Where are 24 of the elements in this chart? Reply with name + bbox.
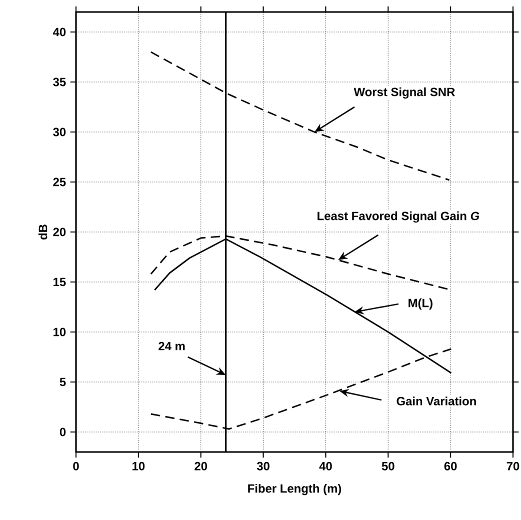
y-tick-label: 40 [52,28,66,36]
x-tick-label: 50 [382,462,394,470]
y-tick-label: 25 [53,178,66,186]
annotation: Gain Variation [396,396,476,406]
y-tick-label: 0 [60,428,66,436]
x-tick-label: 40 [319,462,332,470]
x-tick-label: 20 [194,462,208,470]
y-axis-title: dB [38,224,48,240]
x-axis-title: Fiber Length (m) [248,484,342,496]
annotation: Worst Signal SNR [354,87,455,99]
y-tick-label: 10 [54,328,66,336]
annotation: M(L) [408,298,432,310]
y-tick-label: 15 [54,278,66,286]
x-tick-label: 70 [506,462,520,470]
x-tick-label: 0 [73,462,79,470]
y-tick-label: 30 [53,128,66,136]
x-tick-label: 60 [444,462,457,470]
y-tick-label: 20 [53,228,66,236]
x-tick-label: 10 [132,462,145,470]
y-tick-label: 5 [60,378,66,386]
x-tick-label: 30 [256,462,270,470]
annotation: Least Favored Signal Gain G [318,211,480,223]
annotation: 24 m [158,342,185,350]
y-tick-label: 35 [53,78,66,86]
